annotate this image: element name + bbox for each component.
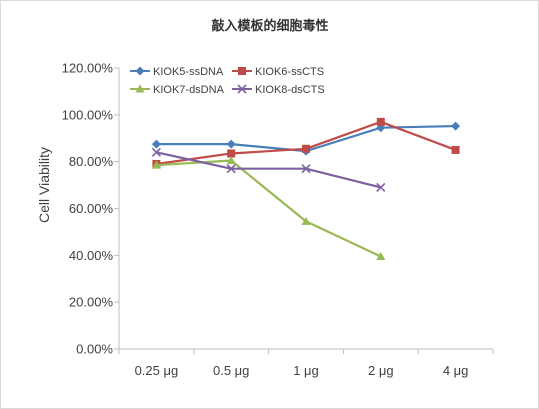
data-point	[151, 147, 161, 157]
data-point	[226, 139, 236, 149]
axes	[118, 68, 493, 350]
series-line	[156, 120, 456, 166]
series-line	[156, 159, 382, 258]
chart-title: 敲入模板的细胞毒性	[211, 18, 328, 34]
legend-marker	[135, 66, 145, 76]
y-tick-label: 0.00%	[76, 342, 113, 357]
data-point	[151, 139, 161, 149]
y-axis-title: Cell Viability	[36, 147, 52, 223]
legend-label: KIOK6-ssCTS	[255, 66, 324, 78]
legend-marker	[237, 84, 247, 94]
legend-item: KIOK6-ssCTS	[232, 66, 324, 78]
legend-item: KIOK8-dsCTS	[232, 84, 325, 96]
x-tick-label: 4 μg	[443, 363, 469, 378]
y-axis-ticks: 0.00% 20.00% 40.00% 60.00% 80.00% 100.00% 120.…	[62, 61, 119, 357]
x-axis-ticks: 0.25 μg 0.5 μg 1 μg 2 μg 4 μg	[118, 349, 494, 378]
data-point	[301, 164, 311, 174]
y-tick-label: 60.00%	[69, 201, 114, 216]
y-tick-label: 80.00%	[69, 154, 114, 169]
data-point	[227, 149, 236, 158]
y-tick-label: 20.00%	[69, 295, 114, 310]
legend-item: KIOK5-ssDNA	[130, 66, 224, 78]
x-tick-label: 0.5 μg	[213, 363, 249, 378]
legend-marker	[135, 84, 145, 93]
y-tick-label: 40.00%	[69, 248, 114, 263]
data-point	[301, 216, 311, 225]
x-tick-label: 0.25 μg	[135, 363, 179, 378]
data-point	[302, 144, 310, 153]
legend-label: KIOK7-dsDNA	[153, 84, 225, 96]
data-point	[226, 155, 236, 164]
data-point	[151, 160, 161, 169]
data-point	[376, 182, 386, 192]
legend-marker	[238, 67, 246, 75]
data-point	[376, 252, 386, 261]
data-point	[451, 121, 461, 131]
legend: KIOK5-ssDNA KIOK6-ssCTS KIOK7-dsDNA KIOK8-d…	[130, 66, 325, 96]
data-point	[226, 164, 236, 174]
x-tick-label: 2 μg	[368, 363, 394, 378]
y-tick-label: 100.00%	[62, 107, 114, 122]
data-point	[451, 145, 460, 154]
series-2	[151, 155, 386, 261]
series-3	[151, 147, 386, 192]
series-line	[156, 151, 382, 189]
data-point	[376, 117, 385, 126]
y-tick-label: 120.00%	[62, 61, 114, 76]
x-tick-label: 1 μg	[293, 363, 319, 378]
legend-item: KIOK7-dsDNA	[130, 84, 225, 96]
legend-label: KIOK5-ssDNA	[153, 66, 224, 78]
legend-label: KIOK8-dsCTS	[255, 84, 325, 96]
series-lines	[151, 117, 461, 261]
